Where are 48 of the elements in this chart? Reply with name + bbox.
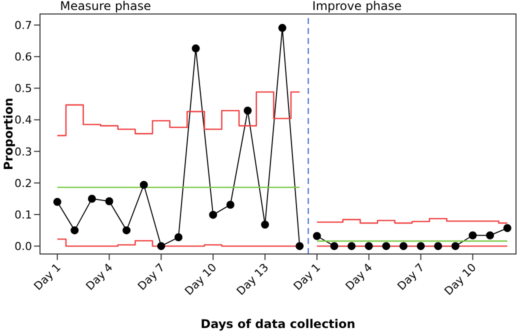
point	[416, 242, 425, 250]
point	[312, 232, 321, 240]
point	[503, 224, 512, 232]
y-tick-label: 0.0	[14, 240, 32, 254]
y-tick-label: 0.5	[14, 82, 32, 96]
point	[122, 226, 131, 234]
y-tick-label: 0.1	[14, 208, 32, 222]
point	[399, 242, 408, 250]
point	[53, 198, 62, 206]
text: Measure phase	[60, 0, 152, 13]
x-tick-label: Day 7	[135, 260, 168, 293]
point	[382, 242, 390, 250]
y-tick-label: 0.6	[14, 50, 32, 64]
y-tick-label: 0.2	[14, 176, 32, 190]
y-tick-label: 0.4	[14, 114, 32, 127]
point	[70, 226, 79, 234]
x-tick-label: Day 1	[291, 260, 324, 293]
point	[157, 242, 166, 250]
point	[261, 220, 270, 229]
text: Improve phase	[312, 0, 402, 13]
point	[364, 242, 373, 250]
y-tick-label: 0.3	[14, 145, 32, 158]
x-tick-label: Day 1	[31, 260, 64, 293]
point	[451, 242, 460, 250]
y-tick-label: 0.7	[14, 18, 32, 32]
x-axis-title: Days of data collection	[200, 317, 356, 331]
point	[434, 242, 442, 250]
point	[226, 200, 234, 209]
point	[296, 242, 304, 250]
point	[468, 231, 477, 240]
point	[140, 180, 148, 189]
x-tick-label: Day 4	[83, 260, 116, 293]
point	[88, 194, 96, 203]
y-axis-title: Proportion	[1, 98, 16, 170]
point	[486, 231, 494, 240]
x-tick-label: Day 13	[234, 260, 272, 298]
point	[348, 242, 356, 250]
point	[330, 242, 338, 250]
x-tick-label: Day 10	[442, 260, 479, 298]
x-tick-label: Day 10	[182, 260, 220, 298]
point	[244, 106, 252, 115]
point	[192, 44, 200, 52]
point	[278, 24, 286, 32]
point	[209, 210, 218, 219]
x-tick-label: Day 4	[343, 260, 375, 293]
x-tick-label: Day 7	[394, 260, 427, 293]
point	[174, 233, 182, 242]
point	[105, 197, 114, 206]
